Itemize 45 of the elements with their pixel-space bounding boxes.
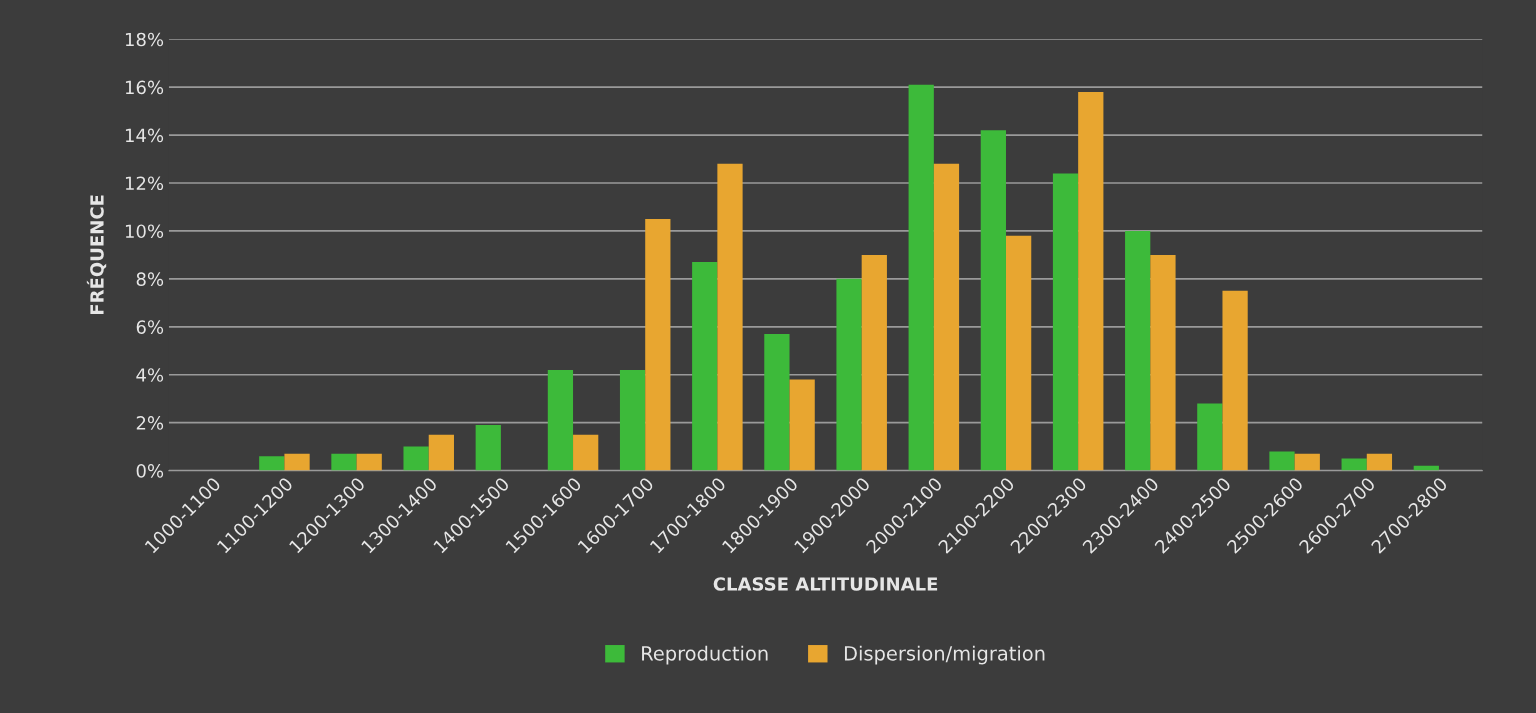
y-tick-label: 4% <box>136 368 164 382</box>
bar <box>1341 458 1367 471</box>
y-axis-title: FRÉQUENCE <box>86 195 107 315</box>
bar <box>764 333 790 471</box>
bar <box>619 369 646 471</box>
bar <box>547 369 574 471</box>
bar <box>356 453 382 471</box>
y-tick-label: 14% <box>125 128 164 143</box>
bar <box>692 262 718 471</box>
bar <box>428 434 454 471</box>
x-axis-title: CLASSE ALTITUDINALE <box>713 577 938 591</box>
bar <box>475 425 501 471</box>
bar <box>1222 290 1248 471</box>
bar <box>908 84 934 471</box>
bar <box>1125 230 1151 471</box>
bar <box>1150 254 1176 471</box>
y-tick-label: 10% <box>125 224 164 239</box>
y-tick-label: 2% <box>136 416 164 430</box>
bar <box>1269 451 1295 471</box>
bar <box>259 456 285 471</box>
bar <box>331 453 357 471</box>
bar <box>1006 235 1032 471</box>
legend-label: Dispersion/migration <box>844 645 1045 665</box>
bar <box>1294 453 1320 471</box>
y-tick-label: 0% <box>136 464 164 478</box>
bar <box>1366 453 1393 471</box>
bar <box>403 446 429 471</box>
bar <box>1052 173 1079 471</box>
y-tick-label: 12% <box>125 176 164 191</box>
y-tick-label: 8% <box>136 272 164 286</box>
legend-label: Reproduction <box>642 645 768 665</box>
bar <box>573 434 599 471</box>
bar <box>861 254 887 471</box>
bar <box>717 163 743 471</box>
bar <box>1197 403 1223 471</box>
bar <box>789 379 815 471</box>
y-tick-label: 16% <box>125 80 164 95</box>
bar <box>836 278 862 471</box>
bar <box>645 218 671 471</box>
bar <box>1078 91 1104 471</box>
y-tick-label: 18% <box>125 32 164 47</box>
bar <box>980 130 1006 471</box>
y-tick-label: 6% <box>136 320 164 334</box>
bar <box>284 453 310 471</box>
bar <box>933 163 960 471</box>
